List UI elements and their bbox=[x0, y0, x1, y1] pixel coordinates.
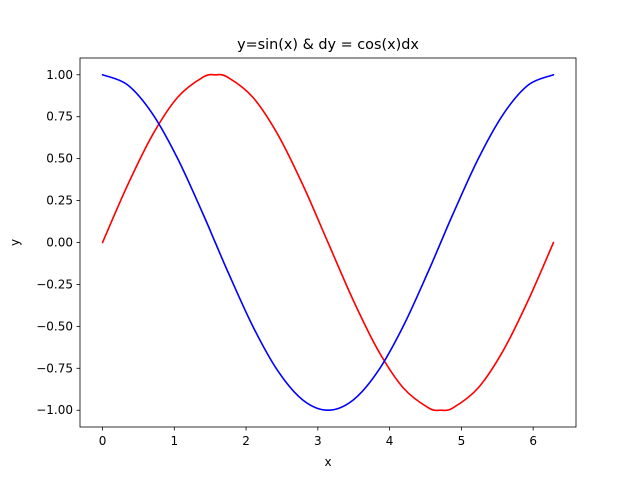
y-tick-label: −0.25 bbox=[36, 277, 73, 291]
x-axis-label: x bbox=[324, 455, 331, 469]
x-tick-label: 6 bbox=[529, 434, 537, 448]
x-tick-label: 1 bbox=[170, 434, 178, 448]
x-tick-label: 5 bbox=[458, 434, 466, 448]
series-line-red bbox=[101, 73, 555, 412]
y-axis: −1.00 −0.75 −0.50 −0.25 0.00 0.25 0.50 0.75 1.00 bbox=[36, 68, 80, 417]
y-tick-label: 0.75 bbox=[46, 110, 73, 124]
x-tick-label: 3 bbox=[314, 434, 322, 448]
y-tick-label: 0.25 bbox=[46, 194, 73, 208]
y-axis-label: y bbox=[8, 239, 22, 246]
x-tick-label: 4 bbox=[386, 434, 394, 448]
chart-title: y=sin(x) & dy = cos(x)dx bbox=[237, 37, 419, 53]
y-tick-label: −0.75 bbox=[36, 361, 73, 375]
y-tick-label: 0.50 bbox=[46, 152, 73, 166]
axes-frame bbox=[79, 57, 577, 428]
plot-area bbox=[101, 73, 555, 412]
y-tick-label: 1.00 bbox=[46, 68, 73, 82]
y-tick-label: −1.00 bbox=[36, 403, 73, 417]
x-axis: 0 1 2 3 4 5 6 bbox=[99, 427, 537, 448]
y-tick-label: −0.50 bbox=[36, 319, 73, 333]
x-tick-label: 2 bbox=[242, 434, 250, 448]
x-tick-label: 0 bbox=[99, 434, 107, 448]
y-tick-label: 0.00 bbox=[46, 236, 73, 250]
series-line-blue bbox=[101, 73, 555, 412]
